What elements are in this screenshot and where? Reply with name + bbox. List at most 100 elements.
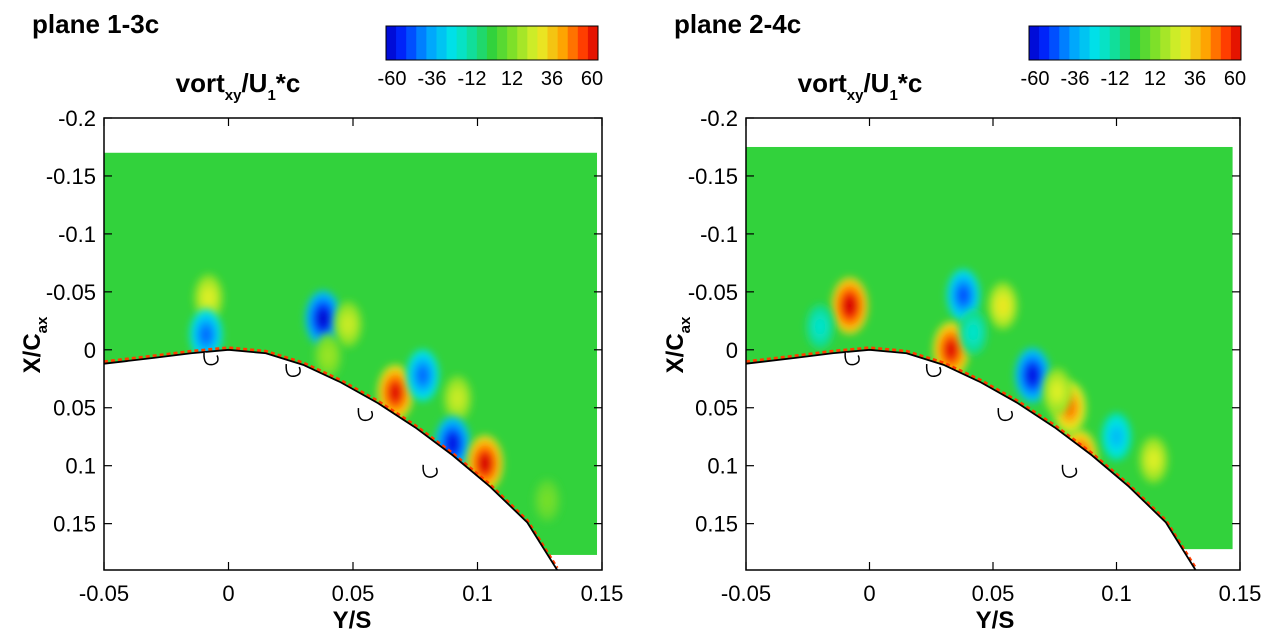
vortex-blob bbox=[988, 282, 1018, 330]
colorbar-swatch bbox=[1220, 26, 1232, 60]
colorbar-tick-label: 60 bbox=[1224, 68, 1246, 90]
y-tick-label: 0.05 bbox=[695, 396, 738, 421]
vortex-blob bbox=[1015, 347, 1051, 403]
wall-shear-streak bbox=[104, 346, 559, 569]
colorbar-tick-label: 36 bbox=[1184, 68, 1206, 90]
colorbar-swatch bbox=[1150, 26, 1161, 60]
y-tick-label: 0.1 bbox=[65, 454, 96, 479]
y-axis-label: X/Cax bbox=[19, 316, 51, 373]
vortex-blob bbox=[534, 479, 561, 522]
colorbar-swatch bbox=[1059, 26, 1070, 60]
cooling-hole bbox=[925, 363, 942, 378]
colorbar-swatch bbox=[557, 26, 569, 60]
x-tick-label: -0.05 bbox=[79, 581, 129, 606]
colorbar-swatch bbox=[1180, 26, 1192, 60]
x-tick-label: 0.15 bbox=[1219, 581, 1262, 606]
x-axis-label: Y/S bbox=[976, 607, 1015, 634]
vortex-blob bbox=[443, 375, 472, 422]
y-tick-label: -0.2 bbox=[58, 106, 96, 131]
colorbar-tick-label: -12 bbox=[1101, 68, 1130, 90]
x-tick-label: 0.1 bbox=[462, 581, 493, 606]
blade-surface-line bbox=[104, 348, 558, 570]
vortex-blob bbox=[189, 309, 223, 361]
blade-mask bbox=[104, 349, 558, 570]
x-tick-label: -0.05 bbox=[721, 581, 771, 606]
y-tick-label: -0.15 bbox=[46, 164, 96, 189]
y-tick-label: -0.05 bbox=[46, 280, 96, 305]
colorbar-swatch bbox=[577, 26, 589, 60]
cooling-hole bbox=[422, 464, 438, 478]
plot-area: -0.05 0 0.05 0.1 0.15 -0.2 -0.15 -0.1 -0.05 0 0.05… bbox=[688, 106, 1262, 606]
cooling-hole bbox=[357, 408, 374, 422]
colorbar-tick-label: 60 bbox=[581, 68, 603, 90]
colorbar-swatch bbox=[1039, 26, 1050, 60]
colorbar-swatch bbox=[476, 26, 488, 60]
colorbar-swatch bbox=[1049, 26, 1060, 60]
colorbar-swatch bbox=[1230, 26, 1242, 60]
vortex-blob bbox=[806, 304, 834, 350]
blade-mask bbox=[746, 349, 1196, 570]
colorbar-swatch bbox=[1200, 26, 1212, 60]
colorbar: -60 -36 -12 12 36 60 bbox=[1021, 25, 1246, 90]
cooling-hole bbox=[1061, 464, 1078, 478]
vortex-blob bbox=[831, 277, 868, 335]
vortex-blob bbox=[1101, 412, 1132, 461]
colorbar-swatch bbox=[486, 26, 498, 60]
y-tick-label: -0.2 bbox=[700, 106, 738, 131]
x-tick-label: 0.15 bbox=[581, 581, 624, 606]
colorbar-swatch bbox=[587, 26, 599, 60]
vortex-blob bbox=[946, 269, 980, 322]
wall-shear-streak bbox=[746, 346, 1197, 569]
colorbar-tick-label: 36 bbox=[541, 68, 563, 90]
plot-area: -0.05 0 0.05 0.1 0.15 -0.2 -0.15 -0.1 -0.05 0 0.05… bbox=[46, 106, 624, 606]
colorbar-swatch bbox=[466, 26, 478, 60]
vortex-blob bbox=[194, 274, 224, 321]
colorbar-swatch bbox=[1160, 26, 1171, 60]
colorbar-swatch bbox=[1109, 26, 1121, 60]
cooling-hole bbox=[203, 352, 219, 366]
colorbar-tick-label: -60 bbox=[1021, 68, 1050, 90]
colorbar-swatch bbox=[416, 26, 427, 60]
colorbar-swatch bbox=[1190, 26, 1202, 60]
colorbar-title: vortxy/U1*c bbox=[798, 68, 923, 104]
colorbar-swatch bbox=[446, 26, 458, 60]
colorbar-swatch bbox=[527, 26, 538, 60]
cooling-hole bbox=[285, 363, 301, 378]
colorbar-swatch bbox=[497, 26, 508, 60]
x-tick-label: 0 bbox=[863, 581, 875, 606]
colorbar-swatch bbox=[1079, 26, 1091, 60]
blade-surface-line bbox=[746, 348, 1197, 570]
y-tick-label: -0.05 bbox=[688, 280, 738, 305]
colorbar-swatch bbox=[426, 26, 437, 60]
colorbar-swatch bbox=[1129, 26, 1141, 60]
colorbar-swatch bbox=[507, 26, 518, 60]
vortex-blob bbox=[406, 349, 439, 401]
y-axis-label: X/Cax bbox=[662, 316, 694, 373]
vortex-blob bbox=[1042, 368, 1072, 415]
y-tick-label: -0.1 bbox=[58, 222, 96, 247]
panel-plane-1-3c: plane 1-3c -60 -36 -12 12 36 60 vortxy/U1*c -… bbox=[19, 9, 623, 634]
colorbar-swatch bbox=[567, 26, 579, 60]
y-tick-label: -0.15 bbox=[688, 164, 738, 189]
x-tick-label: 0 bbox=[222, 581, 234, 606]
y-tick-label: 0.15 bbox=[695, 512, 738, 537]
colorbar-swatch bbox=[1170, 26, 1181, 60]
colorbar-swatch bbox=[1210, 26, 1222, 60]
colorbar-tick-label: -36 bbox=[418, 68, 447, 90]
colorbar-swatch bbox=[517, 26, 528, 60]
colorbar-swatch bbox=[1140, 26, 1151, 60]
colorbar-swatch bbox=[386, 26, 397, 60]
colorbar-tick-label: 12 bbox=[1144, 68, 1166, 90]
colorbar-frame bbox=[385, 25, 599, 61]
y-tick-label: -0.1 bbox=[700, 222, 738, 247]
colorbar-swatch bbox=[1029, 26, 1040, 60]
x-tick-label: 0.1 bbox=[1101, 581, 1132, 606]
colorbar-swatch bbox=[1099, 26, 1111, 60]
cooling-hole bbox=[844, 352, 860, 366]
colorbar: -60 -36 -12 12 36 60 bbox=[378, 25, 603, 90]
colorbar-title: vortxy/U1*c bbox=[176, 68, 301, 104]
colorbar-tick-label: -36 bbox=[1061, 68, 1090, 90]
colorbar-swatch bbox=[1069, 26, 1080, 60]
colorbar-tick-label: -60 bbox=[378, 68, 407, 90]
